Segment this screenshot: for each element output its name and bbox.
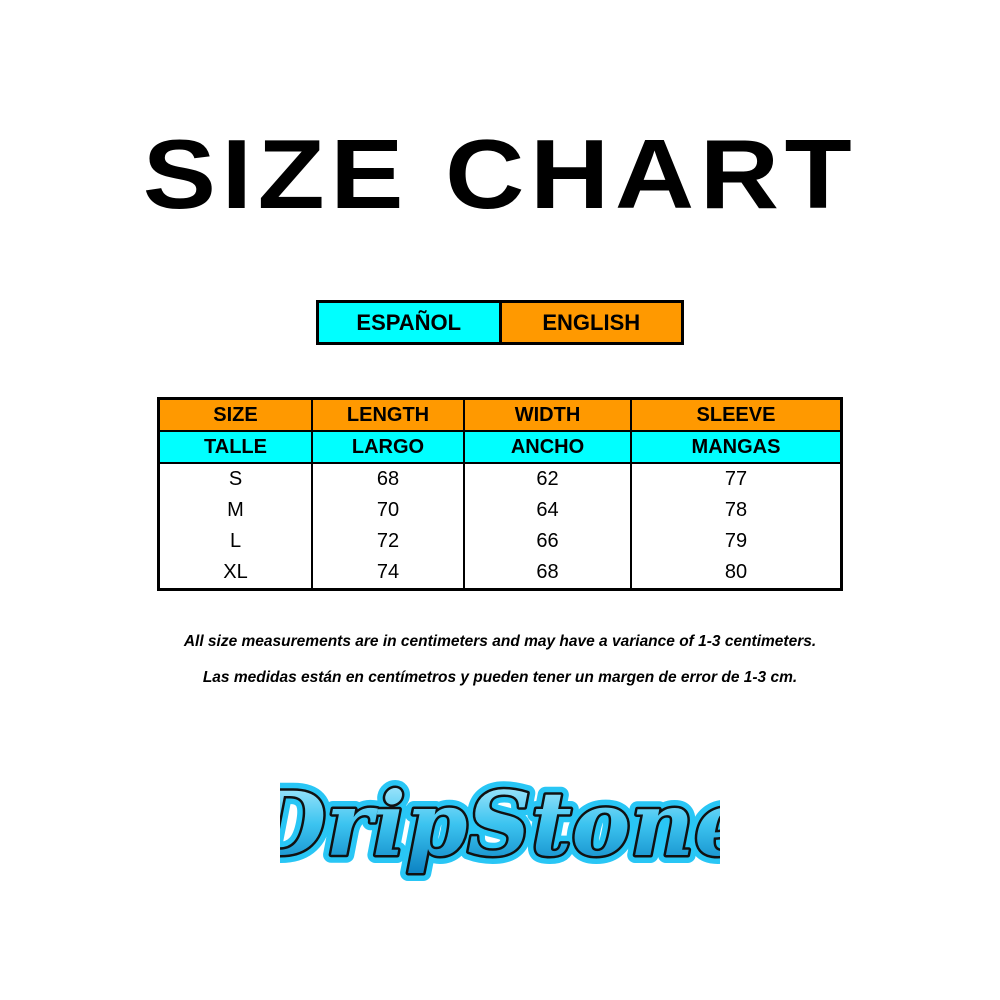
- logo-outline: DripStone: [280, 772, 720, 876]
- table-cell: 74: [311, 557, 465, 590]
- header-cell: TALLE: [157, 430, 313, 464]
- header-row-english: SIZE LENGTH WIDTH SLEEVE: [157, 397, 843, 432]
- table-cell: 70: [311, 495, 465, 526]
- table-cell: 68: [463, 557, 632, 590]
- note-english: All size measurements are in centimeters…: [183, 633, 817, 650]
- legend-english: ENGLISH: [501, 303, 681, 342]
- language-legend: ESPAÑOL ENGLISH: [316, 300, 684, 345]
- table-cell: 78: [630, 495, 843, 526]
- header-cell: WIDTH: [463, 397, 632, 432]
- table-cell: 79: [630, 526, 843, 557]
- table-row: XL 74 68 80: [157, 557, 843, 590]
- table-cell: S: [157, 463, 313, 495]
- table-row: M 70 64 78: [157, 495, 843, 526]
- dripstone-logo: DripStone DripStone: [280, 764, 720, 884]
- note-spanish: Las medidas están en centímetros y puede…: [202, 669, 798, 686]
- page-title: SIZE CHART: [142, 119, 858, 229]
- header-cell: MANGAS: [630, 430, 843, 464]
- size-table: SIZE LENGTH WIDTH SLEEVE TALLE LARGO ANC…: [157, 397, 843, 591]
- table-row: S 68 62 77: [157, 463, 843, 495]
- table-cell: L: [157, 526, 313, 557]
- legend-spanish: ESPAÑOL: [319, 303, 502, 342]
- table-row: L 72 66 79: [157, 526, 843, 557]
- table-cell: 66: [463, 526, 632, 557]
- header-cell: LENGTH: [311, 397, 465, 432]
- table-cell: 68: [311, 463, 465, 495]
- table-cell: XL: [157, 557, 313, 590]
- table-cell: 62: [463, 463, 632, 495]
- header-cell: SIZE: [157, 397, 313, 432]
- header-cell: ANCHO: [463, 430, 632, 464]
- table-cell: M: [157, 495, 313, 526]
- logo-text: DripStone: [280, 772, 720, 876]
- table-cell: 77: [630, 463, 843, 495]
- table-cell: 80: [630, 557, 843, 590]
- table-cell: 72: [311, 526, 465, 557]
- table-cell: 64: [463, 495, 632, 526]
- header-cell: SLEEVE: [630, 397, 843, 432]
- header-row-spanish: TALLE LARGO ANCHO MANGAS: [157, 430, 843, 464]
- header-cell: LARGO: [311, 430, 465, 464]
